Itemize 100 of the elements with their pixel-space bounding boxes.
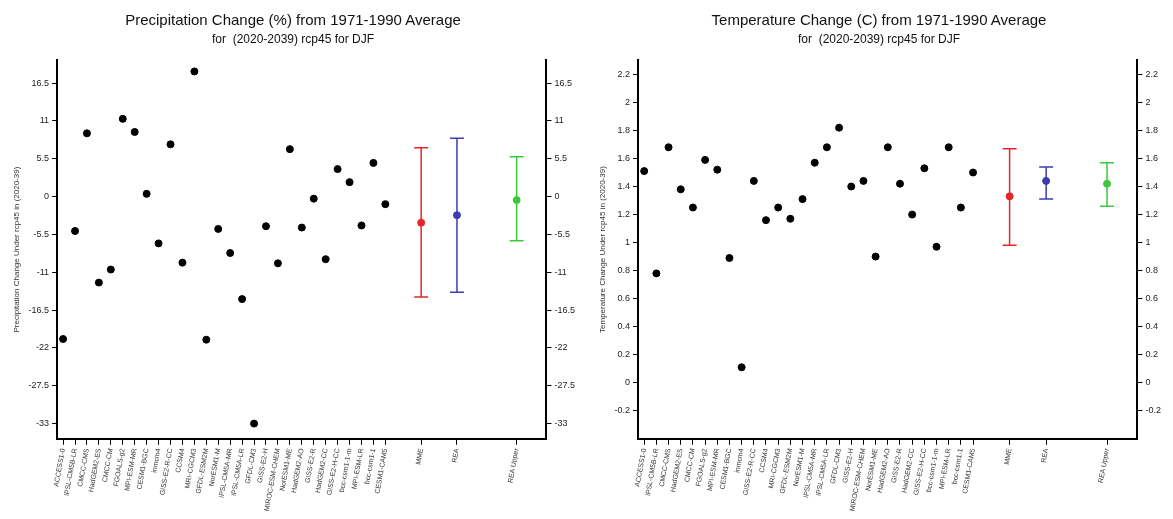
point <box>1005 192 1014 201</box>
point <box>871 252 880 261</box>
point <box>798 195 807 204</box>
y2-tick-label: 16.5 <box>554 77 573 88</box>
y2-tick-label: 2.2 <box>1145 68 1159 79</box>
point <box>762 216 770 225</box>
y-tick-label: 1 <box>625 237 631 248</box>
y2-tick-label: 1.2 <box>1145 209 1159 220</box>
chart-title: Precipitation Change (%) from 1971-1990 Average <box>125 11 461 29</box>
y-tick-label: -33 <box>36 418 50 429</box>
y-axis-title: Precipitation Change Under rcp45 in (2020-39) <box>12 166 21 333</box>
point <box>749 176 758 185</box>
y-tick-label: -5.5 <box>33 228 50 239</box>
point <box>202 335 211 344</box>
y-tick-label: 1.4 <box>617 181 631 191</box>
y-tick-label: 0.8 <box>617 265 631 276</box>
point <box>956 203 965 212</box>
point <box>94 278 103 287</box>
point <box>381 200 390 209</box>
point <box>214 224 223 233</box>
y2-tick-label: -27.5 <box>554 380 575 391</box>
point <box>226 249 235 258</box>
point <box>238 295 247 304</box>
y2-tick-label: 1.4 <box>1145 181 1159 191</box>
y2-tick-label: -5.5 <box>554 228 570 239</box>
point <box>944 143 953 152</box>
point <box>932 242 941 251</box>
y2-tick-label: -22 <box>554 342 568 353</box>
point <box>333 165 342 174</box>
point <box>190 67 199 76</box>
point <box>166 140 175 149</box>
y-tick-label: 1.6 <box>617 152 631 163</box>
point <box>345 178 354 187</box>
y-tick-label: 5.5 <box>36 153 50 164</box>
point <box>130 127 139 136</box>
y2-tick-label: 0 <box>554 191 560 202</box>
point <box>969 168 978 177</box>
y-tick-label: 0.6 <box>617 293 631 304</box>
point <box>512 196 521 205</box>
y2-tick-label: 1.6 <box>1145 152 1159 163</box>
y-tick-label: -11 <box>36 266 50 277</box>
y-tick-label: 0 <box>44 191 50 202</box>
y-tick-label: 1.2 <box>617 209 631 220</box>
point <box>71 227 80 235</box>
y2-tick-label: 5.5 <box>554 153 567 164</box>
point <box>725 253 734 262</box>
y-tick-label: -27.5 <box>28 380 50 391</box>
y2-tick-label: -16.5 <box>554 304 575 315</box>
point <box>285 145 294 154</box>
point <box>59 334 68 343</box>
y2-tick-label: 0 <box>1145 377 1151 388</box>
point <box>261 222 270 231</box>
chart-subtitle: for (2020-2039) rcp45 for DJF <box>797 31 961 46</box>
point <box>920 164 929 173</box>
point <box>273 259 282 268</box>
point <box>701 155 710 164</box>
y-tick-label: -16.5 <box>28 304 50 315</box>
y2-tick-label: 0.8 <box>1145 265 1159 276</box>
point <box>713 165 722 174</box>
y2-tick-label: 1.8 <box>1145 124 1159 135</box>
point <box>859 176 868 185</box>
y2-tick-label: 2 <box>1145 96 1151 107</box>
y-tick-label: 16.5 <box>31 77 50 88</box>
y-tick-label: 0 <box>625 377 631 388</box>
point <box>357 221 366 230</box>
y-axis-title: Temperature Change Under rcp45 in (2020-39) <box>598 165 607 333</box>
y2-tick-label: -0.2 <box>1145 405 1162 416</box>
point <box>774 203 783 212</box>
y2-tick-label: 0.2 <box>1145 349 1159 360</box>
point <box>640 167 649 176</box>
point <box>178 258 187 267</box>
point <box>297 223 306 232</box>
point <box>106 265 115 274</box>
point <box>835 123 844 132</box>
y2-tick-label: 11 <box>554 115 564 126</box>
point <box>786 214 795 223</box>
y-tick-label: -0.2 <box>614 405 631 416</box>
point <box>847 182 856 191</box>
y2-tick-label: -33 <box>554 418 568 429</box>
point <box>822 143 831 152</box>
chart-title: Temperature Change (C) from 1971-1990 Average <box>711 11 1047 29</box>
point <box>664 143 673 152</box>
point <box>142 189 151 198</box>
point <box>737 363 746 372</box>
point <box>118 114 127 123</box>
point <box>154 239 163 248</box>
point <box>652 269 661 278</box>
y-tick-label: 0.4 <box>617 321 631 332</box>
point <box>688 203 697 212</box>
y2-tick-label: -11 <box>554 266 567 277</box>
y-tick-label: 0.2 <box>617 349 631 360</box>
point <box>309 194 318 203</box>
y-tick-label: 1.8 <box>617 124 631 135</box>
y-tick-label: -22 <box>36 342 50 353</box>
y-tick-label: 11 <box>39 115 50 126</box>
y2-tick-label: 0.6 <box>1145 293 1159 304</box>
point <box>82 129 91 138</box>
y2-tick-label: 0.4 <box>1145 321 1159 332</box>
y-tick-label: 2 <box>625 96 631 107</box>
point <box>250 419 259 428</box>
